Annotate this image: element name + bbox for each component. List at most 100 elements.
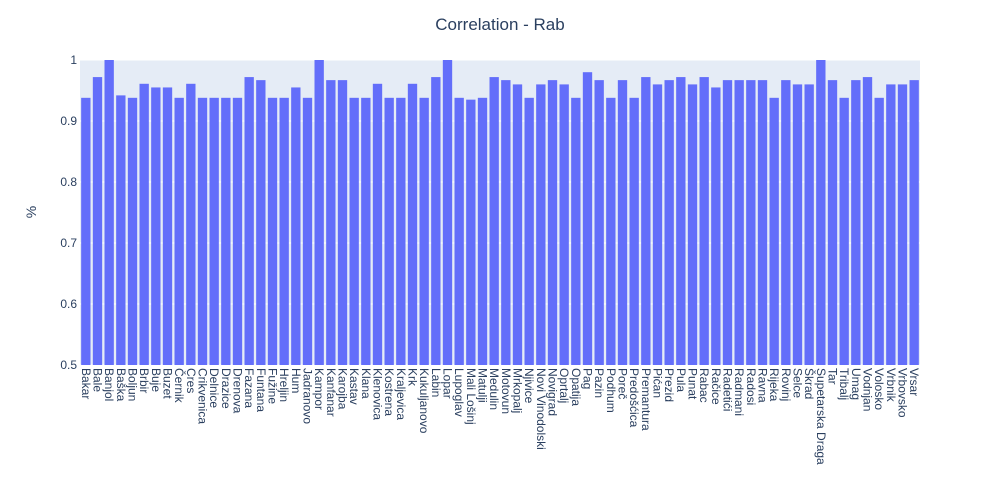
bar[interactable] <box>711 87 721 365</box>
x-tick-label: Drazice <box>219 368 233 409</box>
bar[interactable] <box>676 77 686 365</box>
x-tick-label: Radosi <box>744 368 758 405</box>
x-tick-label: Prezid <box>662 368 676 402</box>
bar[interactable] <box>326 80 336 365</box>
x-tick-label: Bakar <box>79 368 93 399</box>
bar[interactable] <box>244 77 254 365</box>
bar[interactable] <box>489 77 499 365</box>
x-tick-label: Novi Vinodolski <box>534 368 548 450</box>
x-tick-label: Karojba <box>336 368 350 410</box>
x-tick-label: Baška <box>114 368 128 402</box>
x-tick-label: Supetarska Draga <box>814 368 828 465</box>
bar[interactable] <box>186 83 196 365</box>
bar[interactable] <box>291 87 301 365</box>
bar[interactable] <box>804 84 814 366</box>
bar[interactable] <box>687 84 698 366</box>
x-tick-label: Funtana <box>254 368 268 412</box>
bar[interactable] <box>769 97 779 365</box>
bar[interactable] <box>232 97 243 365</box>
bar[interactable] <box>652 84 663 366</box>
chart-title: Correlation - Rab <box>435 15 564 34</box>
bar[interactable] <box>349 97 359 365</box>
bar[interactable] <box>151 87 161 365</box>
bar[interactable] <box>92 77 103 365</box>
x-tick-label: Predošćica <box>627 368 641 428</box>
bar[interactable] <box>407 83 418 365</box>
bar[interactable] <box>641 77 651 365</box>
bar[interactable] <box>874 97 884 365</box>
bar[interactable] <box>372 83 383 365</box>
x-tick-label: Klenovica <box>371 368 385 420</box>
bar[interactable] <box>454 97 464 365</box>
bar[interactable] <box>594 80 604 365</box>
x-tick-label: Radetići <box>721 368 735 411</box>
bar[interactable] <box>512 84 523 366</box>
bar[interactable] <box>734 80 744 365</box>
y-tick-label: 0.9 <box>60 114 77 128</box>
bar[interactable] <box>746 80 756 365</box>
bar[interactable] <box>221 97 231 365</box>
y-tick-label: 0.6 <box>60 297 77 311</box>
bar[interactable] <box>361 97 371 365</box>
bar[interactable] <box>886 84 896 366</box>
bar[interactable] <box>302 97 313 365</box>
bar[interactable] <box>477 97 488 365</box>
bar[interactable] <box>127 97 138 365</box>
bar[interactable] <box>827 80 838 365</box>
bar[interactable] <box>104 60 114 365</box>
bar[interactable] <box>629 97 639 365</box>
bar[interactable] <box>816 60 826 365</box>
bar[interactable] <box>197 97 208 365</box>
bar[interactable] <box>617 80 628 365</box>
bar[interactable] <box>501 80 511 365</box>
bar[interactable] <box>839 97 849 365</box>
bar[interactable] <box>781 80 791 365</box>
x-tick-label: Cres <box>184 368 198 393</box>
bar[interactable] <box>862 77 873 365</box>
bar[interactable] <box>267 97 278 365</box>
bar[interactable] <box>396 97 406 365</box>
x-tick-label: Lopar <box>441 368 455 399</box>
bar[interactable] <box>606 97 616 365</box>
x-tick-label: Ravna <box>756 368 770 403</box>
x-tick-label: Premantura <box>639 368 653 431</box>
x-tick-label: Bale <box>91 368 105 392</box>
bar[interactable] <box>524 97 534 365</box>
bar[interactable] <box>139 83 149 365</box>
bar[interactable] <box>116 95 126 365</box>
bar[interactable] <box>559 84 569 366</box>
bar[interactable] <box>757 80 768 365</box>
x-tick-label: Klana <box>359 368 373 399</box>
bar[interactable] <box>547 80 558 365</box>
bar[interactable] <box>664 80 674 365</box>
bar[interactable] <box>431 77 441 365</box>
bar[interactable] <box>699 77 709 365</box>
bar[interactable] <box>466 99 476 366</box>
bar[interactable] <box>162 87 173 365</box>
bar[interactable] <box>582 72 593 365</box>
y-tick-label: 1 <box>70 53 77 67</box>
bar[interactable] <box>81 97 91 365</box>
bar[interactable] <box>314 60 324 365</box>
x-tick-label: Motovun <box>499 368 513 414</box>
bar[interactable] <box>384 97 394 365</box>
x-tick-label: Opatija <box>569 368 583 406</box>
bar[interactable] <box>256 80 266 365</box>
bar[interactable] <box>279 97 289 365</box>
bar[interactable] <box>536 84 546 366</box>
bar[interactable] <box>909 80 919 365</box>
bar[interactable] <box>174 97 184 365</box>
bar[interactable] <box>897 84 908 366</box>
bar[interactable] <box>851 80 861 365</box>
bar[interactable] <box>571 97 581 365</box>
bar[interactable] <box>722 80 733 365</box>
bar[interactable] <box>419 97 429 365</box>
bar[interactable] <box>209 97 219 365</box>
bar[interactable] <box>792 84 803 366</box>
bar[interactable] <box>337 80 348 365</box>
x-tick-label: Škrad <box>802 368 817 399</box>
x-tick-label: Mali Lošinj <box>464 368 478 425</box>
x-tick-label: Njivice <box>522 368 536 404</box>
bar[interactable] <box>442 60 453 365</box>
x-tick-label: Kampor <box>312 368 326 410</box>
